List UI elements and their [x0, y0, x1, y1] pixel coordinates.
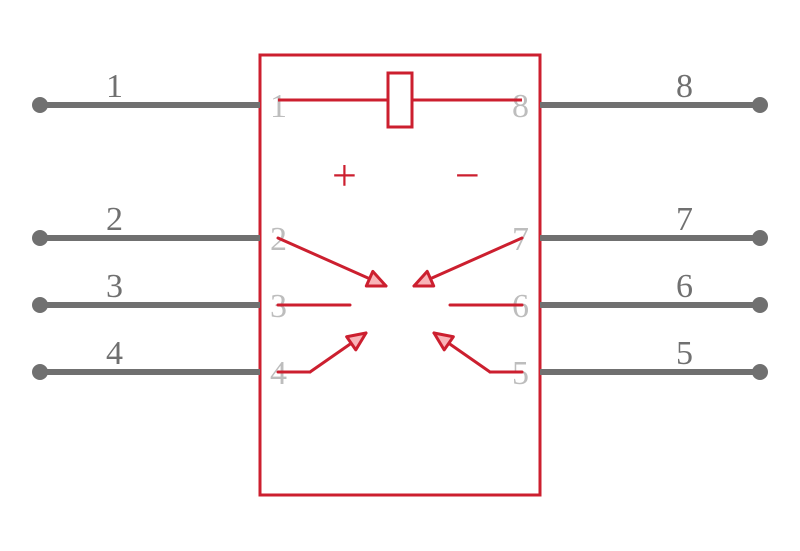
pin-7-ext-label: 7: [676, 201, 693, 238]
pin-4-ext-label: 4: [106, 335, 123, 372]
coil-plus-sign: +: [332, 151, 357, 200]
pin-1-ext-label: 1: [106, 68, 123, 105]
pin-5-ext-label: 5: [676, 335, 693, 372]
contact-right-wiper-arrow-icon: [414, 271, 434, 286]
coil-minus-sign: −: [455, 151, 480, 200]
pin-8-int-label: 8: [512, 88, 529, 125]
contact-right-no-arrow-icon: [434, 333, 453, 350]
pin-3-ext-label: 3: [106, 268, 123, 305]
contact-left-wiper-arrow-icon: [366, 271, 386, 286]
pin-2-ext-label: 2: [106, 201, 123, 238]
pin-2-endpoint: [32, 230, 48, 246]
pin-6-ext-label: 6: [676, 268, 693, 305]
pin-7-endpoint: [752, 230, 768, 246]
component-body: [260, 55, 540, 495]
pin-8-ext-label: 8: [676, 68, 693, 105]
pin-3-endpoint: [32, 297, 48, 313]
coil-symbol: [388, 73, 412, 127]
pin-8-endpoint: [752, 97, 768, 113]
pin-5-endpoint: [752, 364, 768, 380]
pin-1-endpoint: [32, 97, 48, 113]
pin-1-int-label: 1: [270, 88, 287, 125]
pin-4-endpoint: [32, 364, 48, 380]
contact-left-no-arrow-icon: [347, 333, 366, 350]
pin-6-endpoint: [752, 297, 768, 313]
